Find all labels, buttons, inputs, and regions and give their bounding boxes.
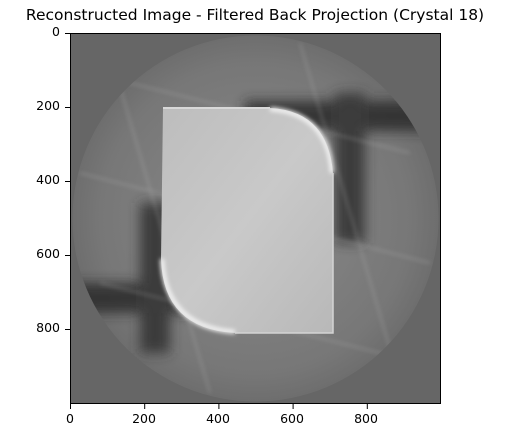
- image-axes: 0 200 400 600 800 0 200 400 600 800: [36, 24, 441, 426]
- x-tick-label: 400: [206, 411, 230, 426]
- reconstructed-object: [161, 108, 333, 333]
- y-tick-label: 400: [36, 172, 60, 187]
- x-tick-label: 200: [132, 411, 156, 426]
- x-tick-label: 600: [280, 411, 304, 426]
- x-tick-label: 0: [66, 411, 74, 426]
- x-tick-label: 800: [354, 411, 378, 426]
- axes-frame: [70, 33, 441, 404]
- y-tick-label: 0: [52, 24, 60, 39]
- y-tick-label: 800: [36, 320, 60, 335]
- y-tick-label: 600: [36, 246, 60, 261]
- reconstruction-image: [65, 33, 441, 409]
- y-tick-label: 200: [36, 98, 60, 113]
- chart-title: Reconstructed Image - Filtered Back Proj…: [25, 6, 485, 24]
